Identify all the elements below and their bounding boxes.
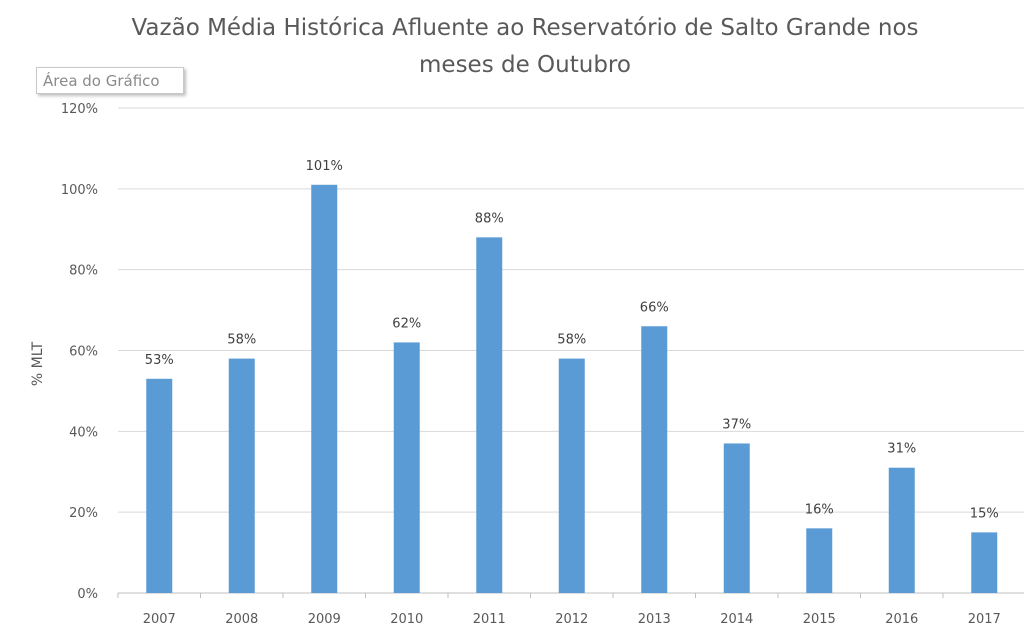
x-tick-label: 2012 — [555, 612, 588, 627]
x-tick-label: 2008 — [225, 612, 258, 627]
x-tick-label: 2015 — [803, 612, 836, 627]
data-label-2009: 101% — [306, 159, 343, 174]
x-tick-label: 2014 — [720, 612, 753, 627]
bar-2011[interactable] — [476, 237, 503, 594]
chart-title-line-2: meses de Outubro — [419, 52, 631, 78]
y-tick-label: 100% — [61, 183, 98, 198]
data-label-2013: 66% — [640, 300, 669, 315]
y-tick-label: 40% — [69, 425, 98, 440]
data-label-2012: 58% — [557, 333, 586, 348]
data-label-2010: 62% — [392, 316, 421, 331]
x-axis-ticks: 2007 2008 2009 2010 2011 2012 2013 2014 2015 2016… — [117, 593, 1001, 627]
data-label-2007: 53% — [145, 353, 174, 368]
data-label-2014: 37% — [722, 417, 751, 432]
chart-area-tooltip: Área do Gráfico — [36, 67, 184, 94]
data-label-2016: 31% — [887, 442, 916, 457]
data-label-2015: 16% — [805, 502, 834, 517]
chart-title-line-1: Vazão Média Histórica Afluente ao Reserv… — [131, 15, 919, 41]
y-tick-label: 120% — [61, 102, 98, 117]
bar-2014[interactable] — [723, 443, 750, 593]
y-axis-label: % MLT — [30, 341, 46, 386]
data-label-2008: 58% — [227, 333, 256, 348]
bar-2008[interactable] — [228, 358, 255, 593]
bar-2010[interactable] — [393, 342, 420, 593]
data-label-2017: 15% — [970, 506, 999, 521]
chart-title: Vazão Média Histórica Afluente ao Reserv… — [0, 10, 1024, 84]
x-tick-label: 2013 — [638, 612, 671, 627]
bar-2016[interactable] — [888, 467, 915, 593]
data-labels: 53% 58% 101% 62% 88% 58% 66% 37% 16% 31% 15% — [145, 159, 999, 522]
bar-2009[interactable] — [311, 184, 338, 593]
bar-2015[interactable] — [806, 528, 833, 593]
x-tick-label: 2009 — [308, 612, 341, 627]
y-tick-label: 20% — [69, 506, 98, 521]
y-tick-label: 80% — [69, 264, 98, 279]
bar-2017[interactable] — [971, 532, 998, 593]
x-tick-label: 2017 — [968, 612, 1001, 627]
x-tick-label: 2011 — [473, 612, 506, 627]
y-axis-ticks: 0% 20% 40% 60% 80% 100% 120% — [61, 102, 98, 602]
bars — [146, 184, 998, 594]
x-tick-label: 2010 — [390, 612, 423, 627]
bar-2012[interactable] — [558, 358, 585, 593]
data-label-2011: 88% — [475, 211, 504, 226]
bar-2007[interactable] — [146, 378, 173, 593]
x-tick-label: 2007 — [143, 612, 176, 627]
x-tick-label: 2016 — [885, 612, 918, 627]
y-tick-label: 0% — [77, 587, 98, 602]
y-tick-label: 60% — [69, 345, 98, 360]
bar-2013[interactable] — [641, 326, 668, 593]
